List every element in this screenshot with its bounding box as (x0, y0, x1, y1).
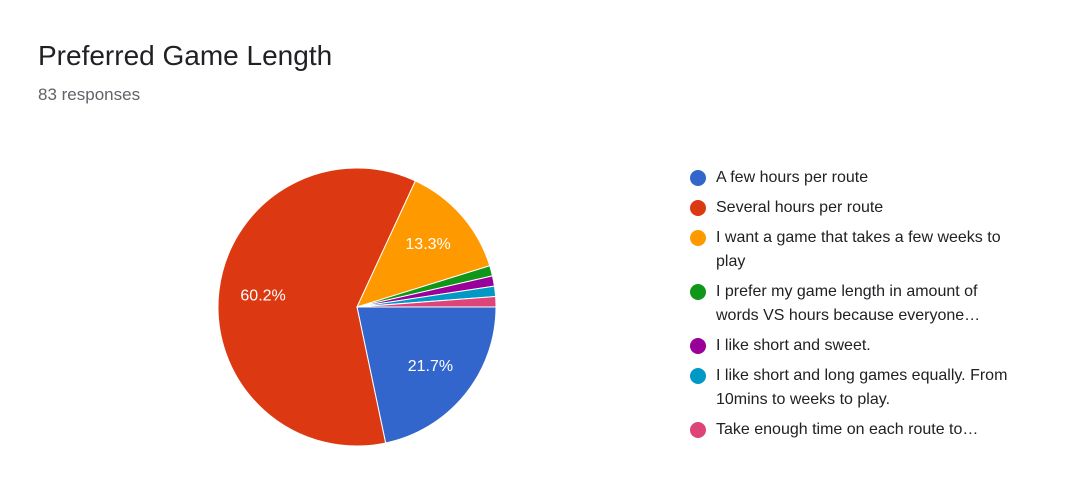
legend-item: Several hours per route (688, 196, 1018, 220)
legend-label: A few hours per route (716, 169, 869, 186)
legend-label: I prefer my game length in amount of wor… (716, 283, 981, 324)
chart-subtitle: 83 responses (38, 85, 141, 104)
legend-label: Take enough time on each route to… (716, 421, 979, 438)
slice-label: 21.7% (408, 358, 453, 375)
chart-title: Preferred Game Length (38, 40, 333, 71)
legend-item: I like short and long games equally. Fro… (688, 364, 1018, 412)
slice-label: 60.2% (240, 288, 285, 305)
legend-marker (690, 368, 706, 384)
legend-marker (690, 230, 706, 246)
pie-slice (356, 180, 491, 308)
pie-slice (356, 295, 497, 308)
legend-label: Several hours per route (716, 199, 884, 216)
legend: A few hours per route Several hours per r… (688, 166, 1018, 448)
legend-marker (690, 422, 706, 438)
legend-label: I want a game that takes a few weeks to … (716, 229, 1001, 270)
legend-item: I want a game that takes a few weeks to … (688, 226, 1018, 274)
legend-item: I prefer my game length in amount of wor… (688, 280, 1018, 328)
pie-slice (217, 167, 417, 447)
slice-label: 13.3% (405, 236, 450, 253)
legend-label: I like short and long games equally. Fro… (716, 367, 1008, 408)
legend-marker (690, 338, 706, 354)
legend-label: I like short and sweet. (716, 337, 871, 354)
legend-item: I like short and sweet. (688, 334, 1018, 358)
legend-item: Take enough time on each route to… (688, 418, 1018, 442)
legend-marker (690, 284, 706, 300)
legend-marker (690, 170, 706, 186)
legend-marker (690, 200, 706, 216)
legend-item: A few hours per route (688, 166, 1018, 190)
pie-slice (356, 306, 497, 444)
